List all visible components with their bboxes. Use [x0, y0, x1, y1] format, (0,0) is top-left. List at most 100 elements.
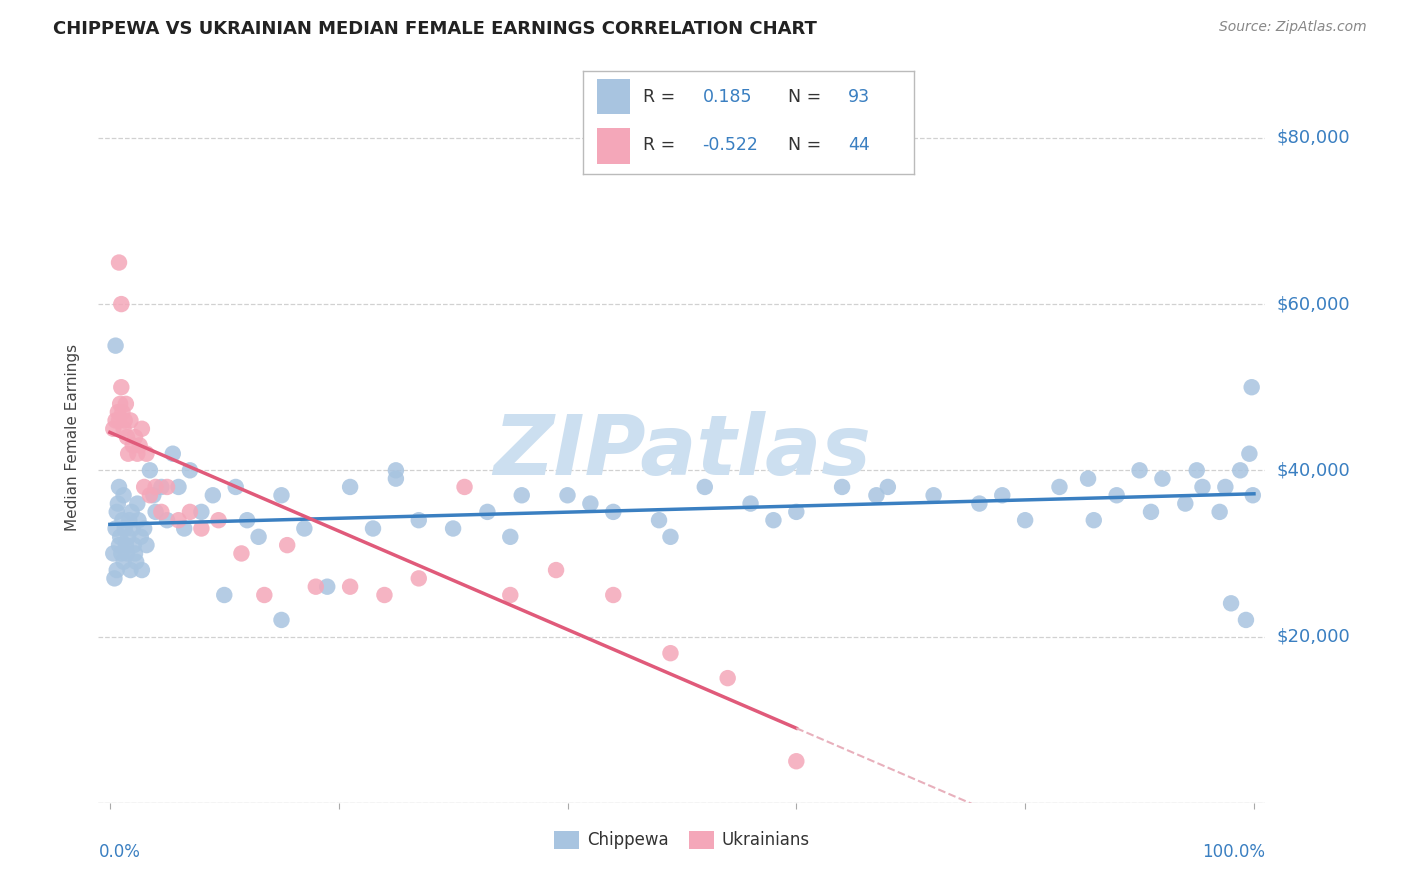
Point: [557, 488, 579, 502]
Point: [122, 538, 145, 552]
Point: [173, 521, 195, 535]
Point: [316, 580, 339, 594]
Point: [785, 505, 807, 519]
Point: [544, 563, 567, 577]
Point: [145, 480, 167, 494]
Point: [231, 546, 253, 560]
Point: [111, 405, 134, 419]
Point: [499, 588, 522, 602]
Point: [785, 754, 807, 768]
Point: [1215, 480, 1237, 494]
Point: [969, 497, 991, 511]
Point: [108, 397, 131, 411]
Point: [110, 546, 132, 560]
Point: [1152, 472, 1174, 486]
Point: [762, 513, 785, 527]
Point: [659, 646, 682, 660]
Point: [693, 480, 716, 494]
Point: [112, 555, 135, 569]
Point: [441, 521, 464, 535]
Point: [115, 546, 138, 560]
Point: [648, 513, 671, 527]
Point: [150, 505, 173, 519]
Text: R =: R =: [643, 136, 675, 154]
Point: [179, 463, 201, 477]
Point: [1083, 513, 1105, 527]
Point: [385, 472, 408, 486]
Point: [339, 580, 361, 594]
Point: [276, 538, 298, 552]
Point: [127, 513, 149, 527]
Point: [110, 380, 132, 394]
Point: [103, 546, 125, 560]
Text: 44: 44: [848, 136, 869, 154]
Point: [121, 438, 143, 452]
Point: [1128, 463, 1150, 477]
Point: [105, 563, 128, 577]
Point: [453, 480, 475, 494]
Point: [108, 530, 131, 544]
Point: [120, 413, 142, 427]
Text: N =: N =: [789, 88, 821, 106]
Point: [104, 413, 127, 427]
Point: [127, 497, 149, 511]
Point: [121, 505, 143, 519]
Point: [1208, 505, 1230, 519]
Point: [270, 613, 292, 627]
Point: [125, 555, 148, 569]
Point: [112, 422, 135, 436]
Point: [499, 530, 522, 544]
Point: [865, 488, 887, 502]
Point: [108, 255, 131, 269]
Point: [385, 463, 408, 477]
Point: [111, 513, 134, 527]
Point: [1220, 596, 1243, 610]
Point: [1240, 380, 1263, 394]
Point: [602, 505, 624, 519]
Point: [510, 488, 533, 502]
Point: [156, 480, 179, 494]
Point: [135, 538, 157, 552]
Point: [602, 588, 624, 602]
Point: [477, 505, 499, 519]
Point: [139, 463, 162, 477]
Point: [105, 505, 128, 519]
Point: [108, 413, 131, 427]
Text: 0.185: 0.185: [703, 88, 752, 106]
Point: [127, 447, 149, 461]
Point: [190, 505, 212, 519]
Point: [104, 521, 127, 535]
Point: [120, 563, 142, 577]
Point: [305, 580, 328, 594]
Point: [118, 513, 141, 527]
Point: [162, 447, 184, 461]
Point: [145, 505, 167, 519]
Point: [114, 413, 136, 427]
Point: [124, 546, 146, 560]
Point: [1241, 488, 1264, 502]
Point: [207, 513, 229, 527]
Point: [717, 671, 740, 685]
Text: 0.0%: 0.0%: [98, 843, 141, 861]
Point: [1077, 472, 1099, 486]
Text: N =: N =: [789, 136, 821, 154]
Point: [124, 430, 146, 444]
Text: 93: 93: [848, 88, 870, 106]
Point: [142, 488, 165, 502]
Text: R =: R =: [643, 88, 675, 106]
FancyBboxPatch shape: [596, 128, 630, 163]
FancyBboxPatch shape: [596, 78, 630, 114]
Point: [129, 530, 152, 544]
Point: [1239, 447, 1261, 461]
Point: [107, 405, 129, 419]
Point: [134, 480, 156, 494]
Point: [292, 521, 315, 535]
Point: [107, 497, 129, 511]
Point: [115, 538, 138, 552]
Point: [110, 297, 132, 311]
Point: [179, 505, 201, 519]
Point: [112, 488, 135, 502]
Point: [135, 447, 157, 461]
Point: [115, 430, 138, 444]
Text: $60,000: $60,000: [1277, 295, 1350, 313]
